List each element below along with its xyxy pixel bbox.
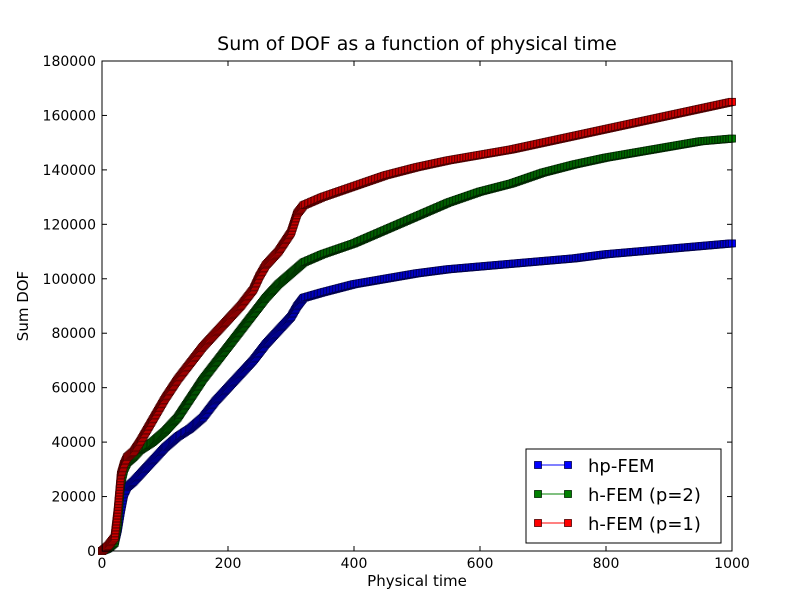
- y-tick-label: 140000: [43, 163, 96, 179]
- y-axis-label: Sum DOF: [14, 271, 32, 341]
- legend-marker: [534, 490, 542, 498]
- legend-marker: [564, 490, 572, 498]
- y-tick-label: 160000: [43, 108, 96, 124]
- y-tick-label: 180000: [43, 54, 96, 70]
- legend-label: h-FEM (p=2): [588, 485, 701, 506]
- y-tick-label: 20000: [51, 490, 96, 506]
- series-layer: [98, 97, 736, 555]
- y-tick-label: 60000: [51, 381, 96, 397]
- legend-marker: [534, 461, 542, 469]
- y-tick-label: 80000: [51, 326, 96, 342]
- y-tick-label: 120000: [43, 217, 96, 233]
- series-1: [98, 134, 736, 555]
- y-tick-label: 100000: [43, 272, 96, 288]
- x-tick-label: 200: [215, 556, 242, 572]
- legend: hp-FEM h-FEM (p=2) h-FEM (p=1): [525, 448, 722, 544]
- x-tick-label: 800: [593, 556, 620, 572]
- x-tick-label: 1000: [714, 556, 750, 572]
- x-axis-label: Physical time: [367, 572, 467, 590]
- y-tick-label: 40000: [51, 435, 96, 451]
- legend-marker: [564, 519, 572, 527]
- y-tick-label: 0: [87, 544, 96, 560]
- axis-ticks: 0 200 400 600 800 1000 0 20000 40000 60000 80000 10…: [43, 54, 750, 572]
- legend-label: hp-FEM: [588, 456, 655, 477]
- legend-label: h-FEM (p=1): [588, 514, 701, 535]
- x-tick-label: 400: [341, 556, 368, 572]
- x-tick-label: 600: [467, 556, 494, 572]
- plot-area-frame: [101, 60, 733, 552]
- legend-marker: [564, 461, 572, 469]
- x-tick-label: 0: [98, 556, 107, 572]
- legend-marker: [534, 519, 542, 527]
- series-2: [98, 97, 736, 555]
- chart-title: Sum of DOF as a function of physical tim…: [217, 33, 617, 55]
